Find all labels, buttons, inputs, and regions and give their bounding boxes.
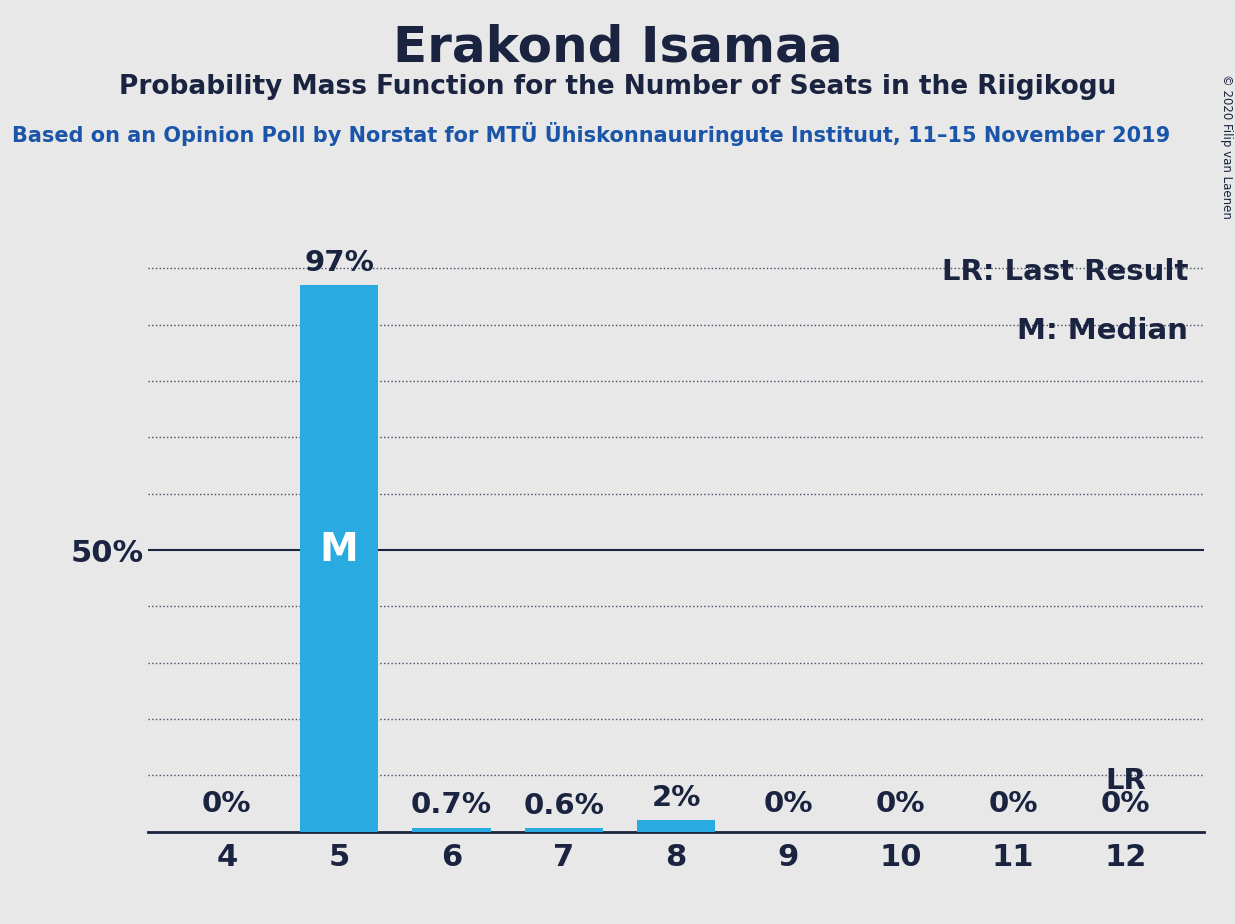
- Text: LR: LR: [1105, 767, 1146, 795]
- Text: 0.6%: 0.6%: [524, 792, 604, 820]
- Text: 0%: 0%: [876, 789, 925, 818]
- Text: Probability Mass Function for the Number of Seats in the Riigikogu: Probability Mass Function for the Number…: [119, 74, 1116, 100]
- Bar: [300, 286, 378, 832]
- Bar: [525, 828, 603, 832]
- Text: 2%: 2%: [652, 784, 700, 812]
- Text: Based on an Opinion Poll by Norstat for MTÜ Ühiskonnauuringute Instituut, 11–15 : Based on an Opinion Poll by Norstat for …: [12, 122, 1171, 146]
- Text: 0%: 0%: [203, 789, 252, 818]
- Text: 97%: 97%: [304, 249, 374, 277]
- Text: M: Median: M: Median: [1018, 317, 1188, 346]
- Text: 0%: 0%: [1100, 789, 1150, 818]
- Text: © 2020 Filip van Laenen: © 2020 Filip van Laenen: [1219, 74, 1233, 219]
- Text: LR: Last Result: LR: Last Result: [942, 258, 1188, 286]
- Text: 0%: 0%: [988, 789, 1037, 818]
- Bar: [637, 821, 715, 832]
- Text: M: M: [320, 531, 358, 569]
- Text: 0%: 0%: [763, 789, 813, 818]
- Bar: [412, 828, 490, 832]
- Text: 0.7%: 0.7%: [411, 791, 492, 820]
- Text: Erakond Isamaa: Erakond Isamaa: [393, 23, 842, 71]
